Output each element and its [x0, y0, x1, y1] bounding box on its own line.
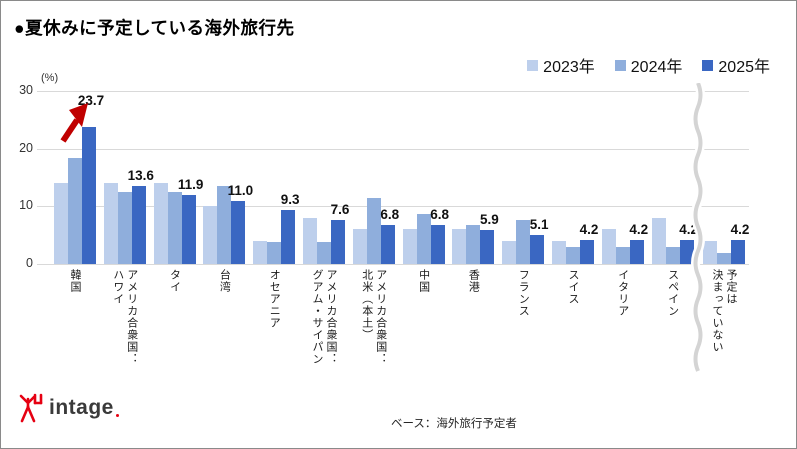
bar-2025年-アメリカ合衆国：	[131, 185, 146, 264]
chart-legend: 2023年 2024年 2025年	[527, 53, 770, 77]
category-label-中国: 中国	[417, 269, 430, 293]
bar-2024年-オセアニア	[267, 242, 282, 264]
bar-2025年-予定は	[731, 239, 745, 264]
page-title: ●夏休みに予定している海外旅行先	[14, 18, 295, 38]
value-label-台湾: 11.0	[227, 182, 254, 198]
bar-2024年-中国	[416, 213, 431, 264]
logo-dot	[115, 414, 119, 417]
intage-logo-text: intage	[49, 396, 119, 420]
y-tick-label: 0	[26, 256, 33, 270]
bar-2025年-台湾	[231, 200, 246, 264]
bar-2025年-アメリカ合衆国：	[331, 220, 345, 264]
category-label-フランス: フランス	[517, 269, 530, 317]
bar-2024年-韓国	[68, 158, 82, 264]
y-axis-unit: (%)	[41, 72, 59, 84]
y-tick-label: 30	[19, 82, 33, 97]
category-label-アメリカ合衆国：: アメリカ合衆国： 北米（本土）	[360, 269, 387, 365]
intage-logo-mark-icon	[19, 393, 43, 423]
bar-2024年-タイ	[167, 191, 182, 264]
gridline-30	[37, 90, 749, 92]
gridline-20	[37, 148, 749, 150]
bar-2024年-香港	[466, 225, 481, 264]
value-label-アメリカ合衆国：: 13.6	[127, 167, 154, 183]
bar-2024年-スペイン	[665, 247, 680, 264]
legend-label-2025: 2025年	[718, 59, 770, 76]
category-label-オセアニア: オセアニア	[268, 269, 281, 329]
legend-label-2024: 2024年	[630, 59, 683, 76]
value-label-タイ: 11.9	[177, 177, 204, 193]
legend-swatch-2024-icon	[614, 59, 626, 71]
bar-2023年-香港	[452, 229, 467, 264]
value-label-イタリア: 4.2	[629, 221, 649, 237]
bar-2023年-台湾	[203, 206, 218, 264]
bar-2024年-台湾	[217, 186, 232, 264]
value-label-フランス: 5.1	[529, 216, 549, 232]
bar-2023年-アメリカ合衆国：	[303, 217, 317, 264]
category-label-スイス: スイス	[567, 269, 579, 305]
bar-2025年-スイス	[580, 239, 594, 264]
bar-2024年-スイス	[566, 247, 580, 264]
bar-2023年-韓国	[54, 183, 68, 264]
value-label-スイス: 4.2	[579, 221, 599, 237]
category-label-スペイン: スペイン	[666, 269, 679, 317]
category-label-香港: 香港	[467, 269, 480, 293]
intage-logo: intage	[19, 393, 119, 423]
increase-arrow-icon	[60, 103, 88, 143]
bar-2025年-フランス	[530, 234, 545, 264]
footer-notes: ベース：海外旅行予定者 サンプルサイズ：2023年 n=50 2024年 n=1…	[391, 384, 714, 448]
bar-2025年-オセアニア	[281, 210, 296, 264]
category-label-予定は: 予定は 決まっていない	[711, 269, 737, 353]
bar-2024年-予定は	[717, 253, 731, 264]
bar-2025年-香港	[480, 229, 495, 264]
bar-2023年-イタリア	[601, 229, 616, 264]
category-label-台湾: 台湾	[218, 269, 231, 293]
category-label-タイ: タイ	[168, 269, 181, 293]
y-tick-label: 20	[19, 140, 33, 155]
category-label-イタリア: イタリア	[616, 269, 629, 317]
value-label-中国: 6.8	[430, 206, 449, 222]
legend-swatch-2025-icon	[702, 59, 714, 71]
bar-2024年-イタリア	[615, 247, 630, 264]
category-label-アメリカ合衆国：: アメリカ合衆国： グアム・サイパン	[311, 269, 337, 365]
bar-2025年-中国	[430, 224, 445, 264]
gridline-0	[37, 264, 749, 265]
bar-2023年-フランス	[502, 240, 517, 264]
bar-2025年-韓国	[82, 127, 96, 264]
y-tick-label: 10	[19, 198, 33, 213]
legend-item-2023: 2023年	[527, 53, 595, 77]
value-label-香港: 5.9	[480, 211, 499, 227]
bar-2024年-アメリカ合衆国：	[117, 191, 132, 264]
bar-2023年-スイス	[552, 240, 566, 264]
bar-2023年-予定は	[703, 240, 717, 264]
category-label-アメリカ合衆国：: アメリカ合衆国： ハワイ	[111, 269, 138, 365]
legend-label-2023: 2023年	[543, 59, 595, 76]
category-label-韓国: 韓国	[69, 269, 81, 293]
bar-2023年-スペイン	[651, 217, 666, 264]
bar-2023年-アメリカ合衆国：	[103, 183, 118, 264]
bar-2025年-イタリア	[629, 239, 644, 264]
legend-item-2024: 2024年	[614, 53, 683, 77]
bar-2025年-スペイン	[679, 239, 694, 264]
bar-2023年-アメリカ合衆国：	[352, 229, 367, 264]
note-base: ベース：海外旅行予定者	[391, 418, 517, 430]
bar-2025年-アメリカ合衆国：	[380, 224, 395, 264]
legend-item-2025: 2025年	[702, 53, 770, 77]
value-label-アメリカ合衆国：: 7.6	[330, 202, 350, 218]
gridline-10	[37, 206, 749, 208]
bar-2025年-タイ	[181, 195, 196, 264]
bar-2023年-中国	[402, 229, 417, 264]
bar-2023年-オセアニア	[253, 240, 268, 264]
legend-swatch-2023-icon	[527, 59, 539, 71]
value-label-オセアニア: 9.3	[280, 192, 300, 208]
bar-2024年-アメリカ合衆国：	[317, 242, 331, 264]
bar-2023年-タイ	[153, 183, 168, 264]
value-label-アメリカ合衆国：: 6.8	[380, 206, 400, 222]
axis-break-wave	[691, 83, 705, 373]
value-label-予定は: 4.2	[730, 221, 750, 237]
bar-2024年-アメリカ合衆国：	[366, 197, 381, 264]
bar-2024年-フランス	[516, 219, 531, 264]
